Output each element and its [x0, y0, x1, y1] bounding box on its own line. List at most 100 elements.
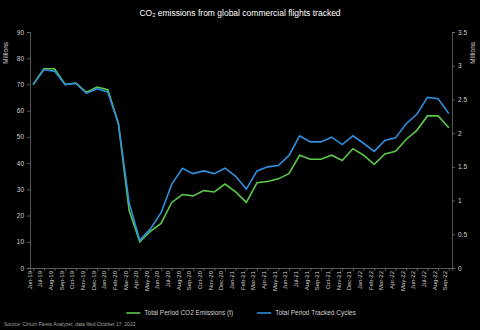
tick: Jan-21	[229, 268, 236, 289]
tick-mark	[129, 268, 130, 271]
tick-mark	[97, 268, 98, 271]
tick-mark	[204, 268, 205, 271]
tick: Dec-19	[91, 268, 98, 290]
tick-mark	[225, 268, 226, 271]
tick-label: 70	[17, 81, 25, 88]
tick-mark	[342, 268, 343, 271]
tick: Jul-20	[165, 268, 172, 287]
tick-label: Mar-22	[378, 270, 384, 290]
tick: Jul-22	[421, 268, 428, 287]
tick-label: Dec-21	[346, 270, 352, 290]
tick-label: Sep-19	[59, 270, 65, 290]
tick: 10	[17, 238, 30, 245]
tick-mark	[86, 268, 87, 271]
tick: 20	[17, 212, 30, 219]
tick-mark	[193, 268, 194, 271]
series-line	[33, 70, 449, 241]
tick-mark	[172, 268, 173, 271]
axis-line	[31, 269, 453, 272]
tick: Nov-21	[336, 268, 343, 290]
tick-label: May-22	[400, 270, 406, 291]
tick: 0	[452, 265, 462, 272]
tick: Feb-22	[368, 268, 375, 290]
tick-label: Aug-21	[304, 270, 310, 290]
tick: 3	[452, 62, 462, 69]
tick-mark	[364, 268, 365, 271]
tick-mark	[65, 268, 66, 271]
tick-label: Sep-22	[442, 270, 448, 290]
tick-mark	[289, 268, 290, 271]
tick-mark	[406, 268, 407, 271]
tick: May-20	[144, 268, 151, 291]
background	[0, 0, 480, 330]
tick: 90	[17, 29, 30, 36]
axis-line	[453, 33, 456, 269]
tick: Oct-21	[325, 268, 332, 289]
tick: May-21	[272, 268, 279, 291]
tick-label: Aug-22	[432, 270, 438, 290]
tick-label: 0	[458, 265, 462, 272]
legend-item: Total Period CO2 Emissions (t)	[126, 309, 233, 317]
tick-label: Oct-20	[197, 270, 203, 289]
tick: 1.5	[452, 163, 467, 170]
tick-label: 30	[17, 186, 25, 193]
tick: 2.5	[452, 96, 467, 103]
tick: Feb-20	[112, 268, 119, 290]
tick-label: Jan-22	[357, 270, 363, 289]
tick-mark	[236, 268, 237, 271]
title: CO₂ emissions from global commercial fli…	[139, 8, 340, 18]
tick-label: Jul-20	[165, 270, 171, 287]
tick-mark	[27, 84, 30, 85]
tick-mark	[27, 137, 30, 138]
tick-label: Nov-19	[80, 270, 86, 290]
tick-label: Jan-21	[229, 270, 235, 289]
tick-label: Feb-20	[112, 270, 118, 290]
tick-label: Feb-21	[240, 270, 246, 290]
tick: Jun-21	[282, 268, 289, 289]
tick-label: 0.5	[458, 231, 467, 238]
tick: Sep-20	[186, 268, 193, 290]
tick-mark	[396, 268, 397, 271]
tick: 1	[452, 197, 462, 204]
tick: Oct-20	[197, 268, 204, 289]
tick-mark	[27, 32, 30, 33]
tick-mark	[27, 58, 30, 59]
tick-label: Jul-19	[37, 270, 43, 287]
tick-label: 2.5	[458, 96, 467, 103]
tick: Jan-22	[357, 268, 364, 289]
tick: Jun-22	[410, 268, 417, 289]
tick-label: Apr-21	[261, 270, 267, 289]
y2-axis: 0 0.5 1 1.5 2 2.5 3 3.5	[452, 29, 467, 272]
tick-mark	[310, 268, 311, 271]
tick: 70	[17, 81, 30, 88]
tick-label: Oct-19	[69, 270, 75, 289]
tick-label: 2	[458, 130, 462, 137]
tick-label: Sep-21	[314, 270, 320, 290]
tick: 3.5	[452, 29, 467, 36]
tick: Mar-20	[123, 268, 130, 290]
tick-mark	[452, 66, 455, 67]
tick: Mar-22	[378, 268, 385, 290]
tick-mark	[27, 189, 30, 190]
tick-mark	[118, 268, 119, 271]
tick-label: Dec-19	[91, 270, 97, 290]
y-axis: 0102030405060708090	[17, 29, 31, 272]
tick-mark	[246, 268, 247, 271]
tick: Sep-22	[442, 268, 449, 290]
tick-mark	[27, 268, 30, 269]
tick-mark	[161, 268, 162, 271]
tick-label: Mar-20	[123, 270, 129, 290]
tick-label: 50	[17, 133, 25, 140]
tick: 60	[17, 107, 30, 114]
tick-mark	[427, 268, 428, 271]
tick-label: May-21	[272, 270, 278, 291]
tick: Apr-22	[389, 268, 396, 289]
tick-label: Feb-22	[368, 270, 374, 290]
tick: Mar-21	[250, 268, 257, 290]
tick-mark	[55, 268, 56, 271]
tick-mark	[27, 242, 30, 243]
tick-mark	[268, 268, 269, 271]
tick-label: Sep-20	[186, 270, 192, 290]
tick-mark	[76, 268, 77, 271]
tick-label: 90	[17, 29, 25, 36]
